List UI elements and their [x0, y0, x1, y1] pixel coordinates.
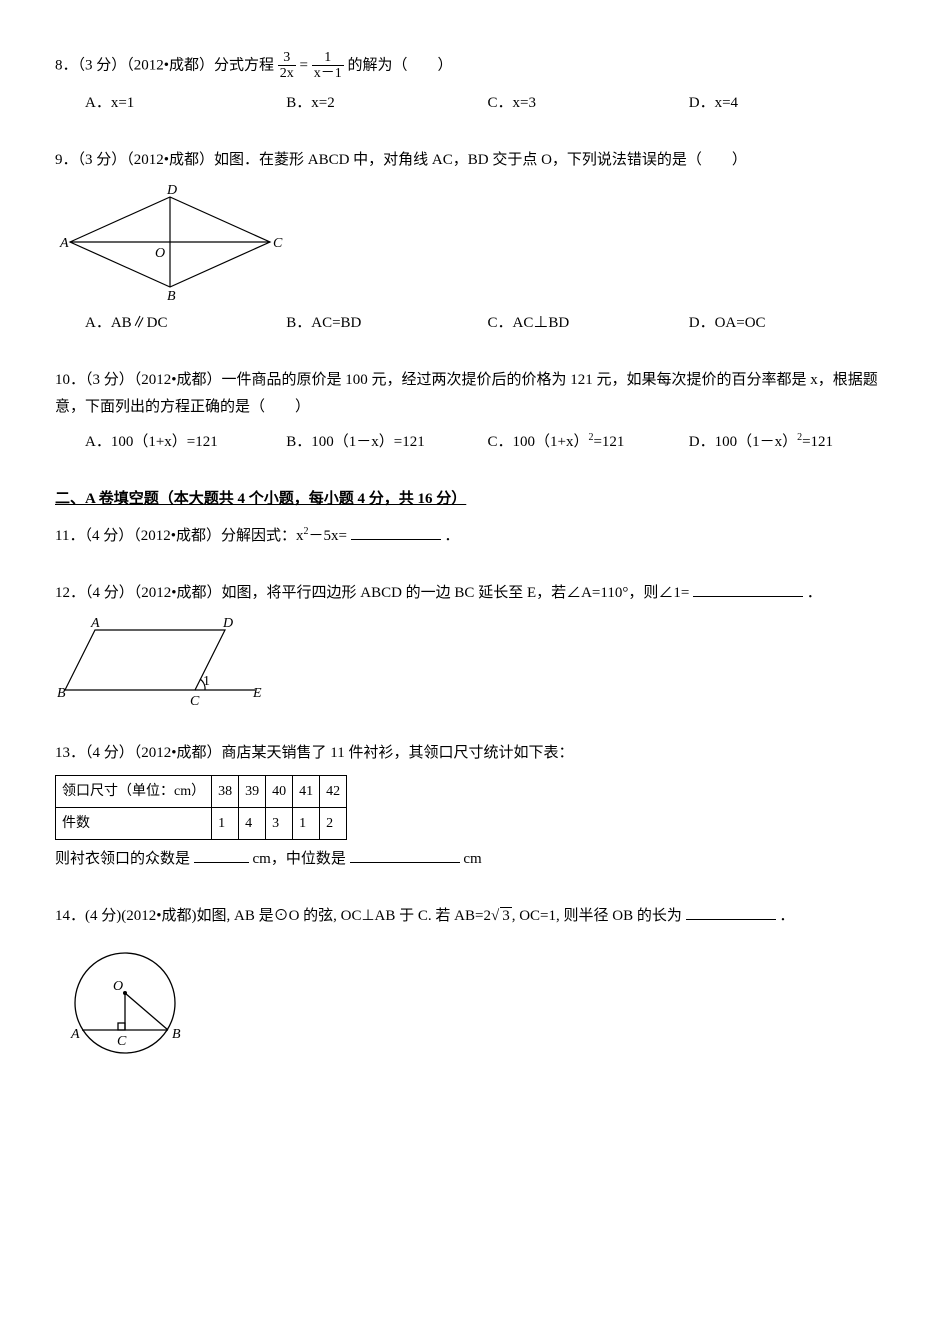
table-row: 领口尺寸（单位：cm） 38 39 40 41 42	[56, 775, 347, 807]
q11-post: －5x=	[308, 528, 346, 544]
q12-tail: ．	[807, 585, 822, 601]
question-9: 9．（3 分）（2012•成都）如图．在菱形 ABCD 中，对角线 AC，BD …	[55, 147, 890, 337]
q13-post: cm	[463, 851, 481, 867]
q13-mid: cm，中位数是	[253, 851, 346, 867]
q10-option-c: C．100（1+x）2=121	[488, 429, 689, 456]
label-A: A	[70, 1027, 80, 1042]
q11-pre: 11．（4 分）（2012•成都）分解因式：x	[55, 528, 303, 544]
label-B: B	[167, 289, 176, 302]
q10-options: A．100（1+x）=121 B．100（1－x）=121 C．100（1+x）…	[85, 429, 890, 456]
cell: 3	[266, 807, 293, 839]
q11-blank	[351, 524, 441, 540]
row-label: 件数	[56, 807, 212, 839]
label-B: B	[172, 1027, 181, 1042]
q13-table: 领口尺寸（单位：cm） 38 39 40 41 42 件数 1 4 3 1 2	[55, 775, 347, 840]
label-A: A	[90, 616, 100, 631]
label-D: D	[222, 616, 233, 631]
q9-option-d: D．OA=OC	[689, 310, 890, 337]
q8-frac1-den: 2x	[278, 66, 296, 81]
q13-text: 13．（4 分）（2012•成都）商店某天销售了 11 件衬衫，其领口尺寸统计如…	[55, 740, 890, 767]
label-O: O	[155, 246, 165, 261]
q9-option-a: A．AB∥DC	[85, 310, 286, 337]
q8-options: A．x=1 B．x=2 C．x=3 D．x=4	[85, 90, 890, 117]
q8-option-c: C．x=3	[488, 90, 689, 117]
question-14: 14．(4 分)(2012•成都)如图, AB 是⊙O 的弦, OC⊥AB 于 …	[55, 903, 890, 1068]
q9-options: A．AB∥DC B．AC=BD C．AC⊥BD D．OA=OC	[85, 310, 890, 337]
q10-option-a: A．100（1+x）=121	[85, 429, 286, 456]
question-8-text: 8．（3 分）（2012•成都）分式方程 3 2x = 1 x－1 的解为（ ）	[55, 50, 890, 82]
q10-option-b: B．100（1－x）=121	[286, 429, 487, 456]
q10-c-tail: =121	[593, 434, 624, 450]
q9-option-c: C．AC⊥BD	[488, 310, 689, 337]
sqrt-icon: √3	[491, 903, 512, 930]
q8-frac2-den: x－1	[312, 66, 344, 81]
col-header: 40	[266, 775, 293, 807]
col-header: 41	[293, 775, 320, 807]
q14-rad: 3	[500, 907, 512, 924]
label-C: C	[273, 236, 283, 251]
q13-text2: 则衬衣领口的众数是 cm，中位数是 cm	[55, 846, 890, 873]
q14-figure: O A B C	[55, 938, 890, 1068]
label-D: D	[166, 183, 177, 198]
q13-blank2	[350, 847, 460, 863]
q9-figure: A B C D O	[55, 182, 890, 302]
q8-eq: =	[300, 57, 308, 73]
q14-coef: 2	[483, 908, 491, 924]
q12-text: 12．（4 分）（2012•成都）如图，将平行四边形 ABCD 的一边 BC 延…	[55, 580, 890, 607]
q8-frac2: 1 x－1	[312, 50, 344, 82]
q8-option-d: D．x=4	[689, 90, 890, 117]
q14-mid: , OC=1, 则半径 OB 的长为	[512, 908, 682, 924]
label-C: C	[190, 694, 200, 709]
q10-d-tail: =121	[802, 434, 833, 450]
q8-option-b: B．x=2	[286, 90, 487, 117]
cell: 2	[320, 807, 347, 839]
q10-text: 10．（3 分）（2012•成都）一件商品的原价是 100 元，经过两次提价后的…	[55, 367, 890, 421]
q12-blank	[693, 581, 803, 597]
question-12: 12．（4 分）（2012•成都）如图，将平行四边形 ABCD 的一边 BC 延…	[55, 580, 890, 710]
q9-option-b: B．AC=BD	[286, 310, 487, 337]
q10-option-d: D．100（1－x）2=121	[689, 429, 890, 456]
label-C: C	[117, 1034, 127, 1049]
q14-text: 14．(4 分)(2012•成都)如图, AB 是⊙O 的弦, OC⊥AB 于 …	[55, 903, 890, 930]
q14-pre: 14．(4 分)(2012•成都)如图, AB 是⊙O 的弦, OC⊥AB 于 …	[55, 908, 483, 924]
section-2-heading: 二、A 卷填空题（本大题共 4 个小题，每小题 4 分，共 16 分）	[55, 486, 890, 513]
q8-frac1-num: 3	[278, 50, 296, 66]
q13-blank1	[194, 847, 249, 863]
q14-tail: ．	[779, 908, 794, 924]
question-11: 11．（4 分）（2012•成都）分解因式：x2－5x= ．	[55, 523, 890, 550]
question-13: 13．（4 分）（2012•成都）商店某天销售了 11 件衬衫，其领口尺寸统计如…	[55, 740, 890, 873]
cell: 4	[239, 807, 266, 839]
q8-frac1: 3 2x	[278, 50, 296, 82]
circle-diagram: O A B C	[55, 938, 205, 1068]
q9-text: 9．（3 分）（2012•成都）如图．在菱形 ABCD 中，对角线 AC，BD …	[55, 147, 890, 174]
q10-c-pre: C．100（1+x）	[488, 434, 589, 450]
q8-label: 8．（3 分）（2012•成都）分式方程	[55, 57, 274, 73]
label-1: 1	[203, 674, 210, 689]
label-O: O	[113, 979, 123, 994]
col-header: 39	[239, 775, 266, 807]
q8-option-a: A．x=1	[85, 90, 286, 117]
label-A: A	[59, 236, 69, 251]
q13-pre: 则衬衣领口的众数是	[55, 851, 190, 867]
label-E: E	[252, 686, 262, 701]
q11-tail: ．	[444, 528, 459, 544]
label-B: B	[57, 686, 66, 701]
question-8: 8．（3 分）（2012•成都）分式方程 3 2x = 1 x－1 的解为（ ）…	[55, 50, 890, 117]
col-header: 领口尺寸（单位：cm）	[56, 775, 212, 807]
q10-d-pre: D．100（1－x）	[689, 434, 797, 450]
col-header: 38	[212, 775, 239, 807]
q8-frac2-num: 1	[312, 50, 344, 66]
q8-tail: 的解为（ ）	[347, 57, 452, 73]
table-row: 件数 1 4 3 1 2	[56, 807, 347, 839]
cell: 1	[293, 807, 320, 839]
parallelogram-diagram: A D B C E 1	[55, 615, 275, 710]
col-header: 42	[320, 775, 347, 807]
question-10: 10．（3 分）（2012•成都）一件商品的原价是 100 元，经过两次提价后的…	[55, 367, 890, 456]
rhombus-diagram: A B C D O	[55, 182, 285, 302]
q12-pre: 12．（4 分）（2012•成都）如图，将平行四边形 ABCD 的一边 BC 延…	[55, 585, 689, 601]
q14-blank	[686, 904, 776, 920]
cell: 1	[212, 807, 239, 839]
q12-figure: A D B C E 1	[55, 615, 890, 710]
